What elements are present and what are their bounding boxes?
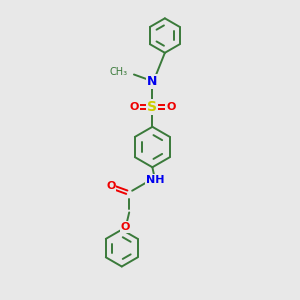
Text: NH: NH	[146, 175, 165, 185]
Text: CH₃: CH₃	[109, 67, 128, 76]
Text: N: N	[147, 75, 158, 88]
Text: S: S	[147, 100, 158, 114]
Text: O: O	[121, 222, 130, 232]
Text: O: O	[166, 102, 176, 112]
Text: O: O	[129, 102, 139, 112]
Text: O: O	[106, 181, 116, 191]
